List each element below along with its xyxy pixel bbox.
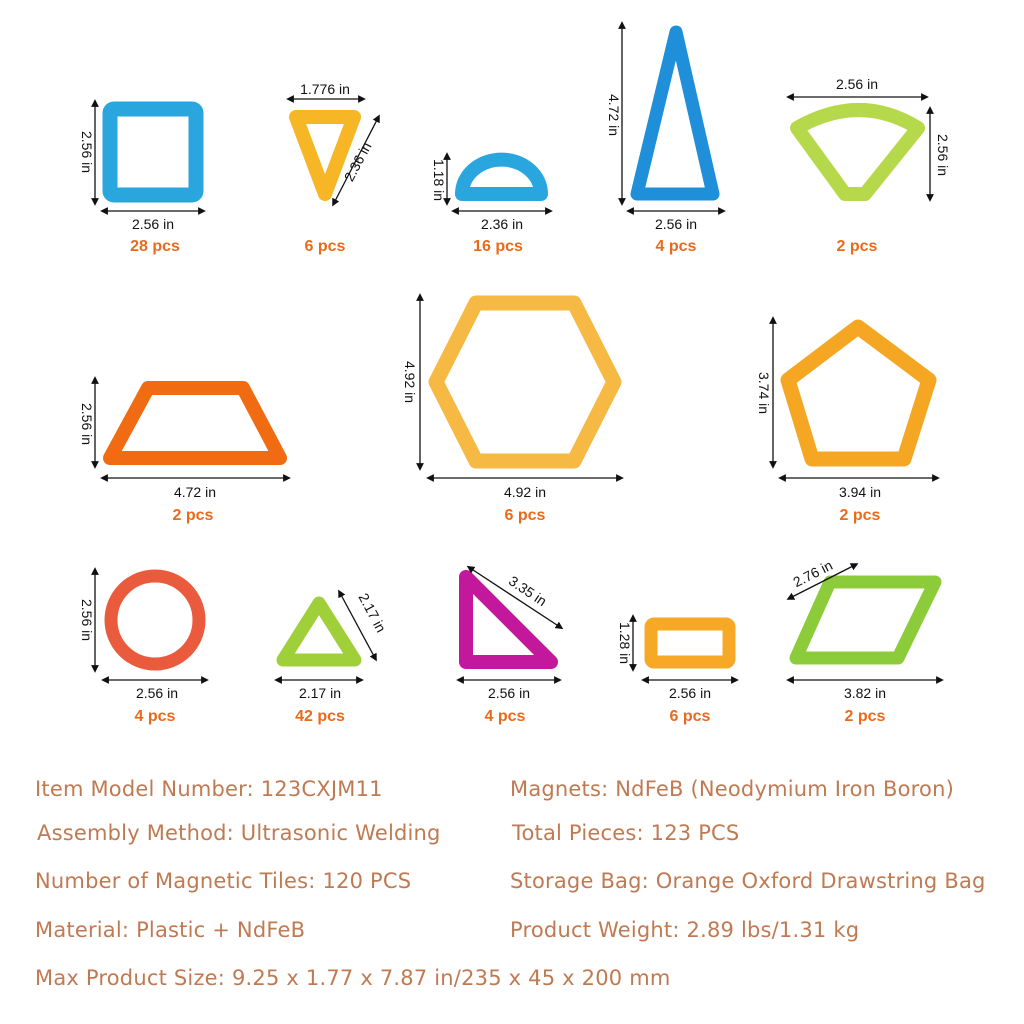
dim-label: 3.35 in <box>506 572 550 609</box>
piece-count: 6 pcs <box>670 708 711 725</box>
spec-size: Max Product Size: 9.25 x 1.77 x 7.87 in/… <box>35 966 671 990</box>
dim-label: 2.17 in <box>355 590 389 635</box>
spec-total: Total Pieces: 123 PCS <box>512 821 740 845</box>
dimension-lines <box>91 21 944 684</box>
spec-model: Item Model Number: 123CXJM11 <box>35 777 383 801</box>
spec-bag: Storage Bag: Orange Oxford Drawstring Ba… <box>510 869 986 893</box>
piece-count: 6 pcs <box>305 238 346 255</box>
dim-label: 2.56 in <box>79 599 95 641</box>
dim-label: 4.72 in <box>174 484 216 500</box>
small-triangle-tile <box>276 596 362 667</box>
half-circle-tile <box>455 152 548 201</box>
tall-triangle-tile <box>630 25 720 201</box>
dim-label: 2.56 in <box>669 685 711 701</box>
arc-sector-tile <box>790 103 925 201</box>
hexagon-tile <box>428 295 622 469</box>
dim-label: 2.56 in <box>132 216 174 232</box>
dim-label: 1.28 in <box>617 622 633 664</box>
dim-label: 2.17 in <box>299 685 341 701</box>
dim-label: 2.56 in <box>655 216 697 232</box>
dim-label: 2.56 in <box>488 685 530 701</box>
dim-label: 2.36 in <box>481 216 523 232</box>
dim-label: 1.776 in <box>300 81 350 97</box>
dim-label: 3.82 in <box>844 685 886 701</box>
piece-count: 16 pcs <box>473 238 523 255</box>
piece-count: 4 pcs <box>135 708 176 725</box>
dim-label: 4.72 in <box>606 94 622 136</box>
spec-material: Material: Plastic + NdFeB <box>35 918 306 942</box>
dim-label: 1.18 in <box>431 159 447 201</box>
piece-count: 4 pcs <box>656 238 697 255</box>
dim-label: 2.56 in <box>836 76 878 92</box>
dim-label: 2.56 in <box>79 131 95 173</box>
piece-count: 42 pcs <box>295 708 345 725</box>
trapezoid-tile <box>103 381 287 465</box>
pieces-diagram: 2.56 in 2.56 in 1.776 in 2.36 in 1.18 in… <box>79 21 951 725</box>
dim-label: 2.56 in <box>79 403 95 445</box>
spec-assembly: Assembly Method: Ultrasonic Welding <box>37 821 441 845</box>
dim-label: 4.92 in <box>504 484 546 500</box>
pentagon-tile <box>780 319 937 467</box>
square-tile <box>102 101 204 203</box>
spec-weight: Product Weight: 2.89 lbs/1.31 kg <box>510 918 860 942</box>
ring-tile <box>104 569 206 671</box>
rectangle-tile <box>644 617 736 669</box>
spec-tiles: Number of Magnetic Tiles: 120 PCS <box>35 869 412 893</box>
piece-count: 6 pcs <box>505 507 546 524</box>
spec-magnets: Magnets: NdFeB (Neodymium Iron Boron) <box>510 777 954 801</box>
dim-label: 2.56 in <box>136 685 178 701</box>
dim-label: 3.74 in <box>756 372 772 414</box>
piece-count: 2 pcs <box>173 507 214 524</box>
piece-count: 2 pcs <box>840 507 881 524</box>
piece-count: 4 pcs <box>485 708 526 725</box>
piece-count: 2 pcs <box>845 708 886 725</box>
rhombus-tile <box>789 575 942 665</box>
piece-count: 28 pcs <box>130 238 180 255</box>
piece-count: 2 pcs <box>837 238 878 255</box>
dim-label: 4.92 in <box>402 361 418 403</box>
piece-counts: 28 pcs 6 pcs 16 pcs 4 pcs 2 pcs 2 pcs 6 … <box>130 238 885 725</box>
dim-label: 3.94 in <box>839 484 881 500</box>
dim-label: 2.56 in <box>935 134 951 176</box>
